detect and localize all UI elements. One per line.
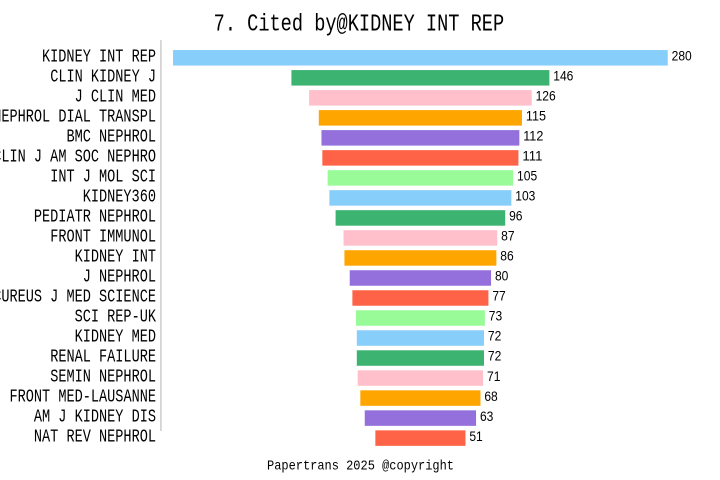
svg-text:86: 86 (500, 249, 513, 265)
svg-text:63: 63 (480, 409, 493, 425)
svg-text:77: 77 (492, 289, 505, 305)
svg-text:146: 146 (553, 69, 573, 85)
svg-text:7. Cited by@KIDNEY INT REP: 7. Cited by@KIDNEY INT REP (214, 12, 505, 39)
svg-text:80: 80 (495, 269, 508, 285)
svg-text:J CLIN MED: J CLIN MED (75, 87, 156, 107)
svg-text:72: 72 (488, 329, 501, 345)
svg-text:SCI REP-UK: SCI REP-UK (75, 308, 156, 328)
svg-text:NAT REV NEPHROL: NAT REV NEPHROL (34, 428, 156, 448)
svg-text:105: 105 (517, 169, 537, 185)
svg-text:111: 111 (522, 149, 542, 165)
svg-text:NEPHROL DIAL TRANSPL: NEPHROL DIAL TRANSPL (0, 107, 156, 127)
svg-text:KIDNEY360: KIDNEY360 (83, 188, 156, 208)
svg-text:126: 126 (536, 89, 556, 105)
svg-text:CLIN KIDNEY J: CLIN KIDNEY J (50, 67, 156, 87)
svg-text:SEMIN NEPHROL: SEMIN NEPHROL (50, 368, 156, 388)
svg-text:RENAL FAILURE: RENAL FAILURE (50, 348, 156, 368)
svg-text:103: 103 (515, 189, 535, 205)
svg-text:FRONT IMMUNOL: FRONT IMMUNOL (50, 228, 156, 248)
svg-text:AM J KIDNEY DIS: AM J KIDNEY DIS (34, 408, 156, 428)
svg-text:FRONT MED-LAUSANNE: FRONT MED-LAUSANNE (10, 388, 157, 408)
svg-text:J NEPHROL: J NEPHROL (83, 268, 156, 288)
svg-text:KIDNEY INT REP: KIDNEY INT REP (42, 47, 156, 67)
svg-text:115: 115 (526, 109, 546, 125)
svg-text:112: 112 (523, 129, 543, 145)
svg-text:96: 96 (509, 209, 522, 225)
svg-text:73: 73 (489, 309, 502, 325)
svg-text:KIDNEY MED: KIDNEY MED (75, 328, 156, 348)
svg-text:68: 68 (484, 389, 497, 405)
svg-text:87: 87 (501, 229, 514, 245)
svg-text:CUREUS J MED SCIENCE: CUREUS J MED SCIENCE (0, 288, 156, 308)
svg-text:Papertrans 2025 @copyright: Papertrans 2025 @copyright (267, 458, 454, 474)
svg-text:KIDNEY INT: KIDNEY INT (75, 248, 156, 268)
svg-text:INT J MOL SCI: INT J MOL SCI (50, 168, 156, 188)
svg-text:71: 71 (487, 369, 500, 385)
svg-text:72: 72 (488, 349, 501, 365)
svg-text:51: 51 (469, 429, 482, 445)
svg-text:CLIN J AM SOC NEPHRO: CLIN J AM SOC NEPHRO (0, 147, 156, 167)
svg-text:BMC NEPHROL: BMC NEPHROL (67, 127, 157, 147)
svg-text:PEDIATR NEPHROL: PEDIATR NEPHROL (34, 208, 156, 228)
svg-text:280: 280 (672, 49, 692, 65)
